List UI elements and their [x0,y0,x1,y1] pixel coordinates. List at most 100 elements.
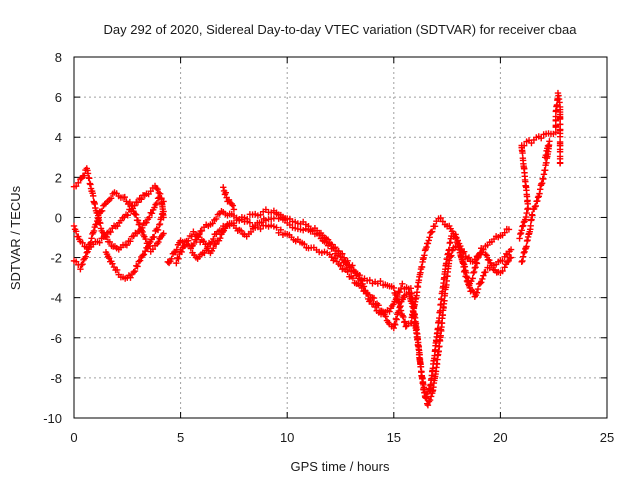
data-point [160,230,167,237]
data-point [536,190,543,197]
data-point [75,179,82,186]
data-point [85,243,93,251]
data-marks [70,89,564,409]
data-point [70,222,78,230]
data-point [465,277,472,284]
data-point [446,257,453,264]
data-point [382,313,389,320]
data-point [482,251,489,258]
data-point [472,264,479,271]
series-track-f [173,220,515,409]
data-point [473,259,480,266]
data-point [518,227,525,234]
data-point [156,221,163,228]
y-tick-label: -4 [50,291,62,306]
data-point [153,225,160,233]
data-point [460,260,467,267]
data-point [396,299,403,307]
data-point [436,343,443,350]
data-point [136,221,143,228]
data-point [480,246,487,253]
x-tick-labels: 0 5 10 15 20 25 [70,430,614,445]
data-point [96,239,103,246]
series-track-g [188,208,513,330]
data-point [463,274,471,281]
data-point [448,252,455,259]
data-point [377,277,384,285]
data-point [106,238,114,246]
data-point [134,199,142,206]
data-point [523,209,530,217]
data-point [482,268,489,276]
data-point [155,189,163,197]
data-point [461,263,469,270]
data-point [126,198,134,206]
data-point [470,269,477,277]
data-point [541,154,549,161]
data-point [247,228,255,236]
data-point [424,240,432,247]
data-point [395,288,402,295]
data-point [188,233,195,240]
data-point [72,183,80,190]
data-point [395,298,402,306]
data-point [88,235,95,242]
data-point [109,260,116,267]
data-point [258,219,265,226]
data-point [113,266,121,274]
data-point [400,313,407,321]
data-point [101,201,108,208]
data-point [97,208,105,215]
data-point [220,184,227,191]
data-point [448,247,456,254]
data-point [309,227,316,234]
data-point [83,249,90,256]
data-point [180,242,187,250]
data-point [229,202,237,209]
chart-title: Day 292 of 2020, Sidereal Day-to-day VTE… [103,22,577,37]
data-point [450,230,457,237]
data-point [156,220,164,228]
data-point [421,247,429,254]
data-point [173,246,180,253]
data-point [79,260,86,268]
data-point [422,394,429,401]
data-point [393,316,400,323]
data-point [94,215,102,222]
data-point [346,264,353,271]
data-point [424,401,432,409]
data-point [210,235,217,243]
data-point [140,251,148,258]
data-point [132,211,140,218]
data-point [216,234,224,242]
x-tick-label: 15 [387,430,401,445]
data-point [518,258,525,266]
data-point [185,237,192,244]
data-point [543,147,550,155]
data-point [532,202,539,210]
data-point [519,257,526,265]
data-point [413,289,421,296]
data-point [476,280,484,287]
data-point [246,219,254,226]
data-point [150,233,158,241]
data-point [130,268,137,276]
data-point [72,228,80,235]
data-point [173,259,180,267]
series-track-i [518,138,553,266]
data-point [396,303,404,310]
data-point [427,393,435,400]
data-point [520,142,528,149]
data-point [473,289,481,296]
data-point [205,239,213,247]
data-point [421,389,428,396]
y-tick-label: 0 [55,210,62,225]
data-point [459,256,466,264]
data-point [178,248,185,256]
data-point [501,264,508,271]
data-point [507,254,515,261]
data-point [89,192,97,200]
data-point [134,263,141,270]
data-point [154,185,161,193]
